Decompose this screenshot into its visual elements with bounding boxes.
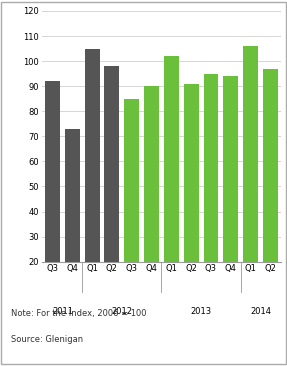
Bar bbox=[223, 76, 238, 312]
Bar bbox=[65, 129, 80, 312]
Bar bbox=[104, 66, 119, 312]
Bar bbox=[243, 46, 258, 312]
Bar bbox=[263, 69, 278, 312]
Bar bbox=[203, 74, 218, 312]
Text: 2012: 2012 bbox=[111, 307, 132, 316]
Bar bbox=[184, 84, 199, 312]
Bar bbox=[144, 86, 159, 312]
Text: 2013: 2013 bbox=[191, 307, 212, 316]
Bar bbox=[124, 99, 139, 312]
Bar bbox=[45, 81, 60, 312]
Text: Note: For the Index, 2006 = 100: Note: For the Index, 2006 = 100 bbox=[11, 309, 147, 318]
Text: Source: Glenigan: Source: Glenigan bbox=[11, 335, 84, 344]
Bar bbox=[85, 49, 100, 312]
Bar bbox=[164, 56, 179, 312]
Text: 2014: 2014 bbox=[250, 307, 271, 316]
Text: 2011: 2011 bbox=[52, 307, 73, 316]
